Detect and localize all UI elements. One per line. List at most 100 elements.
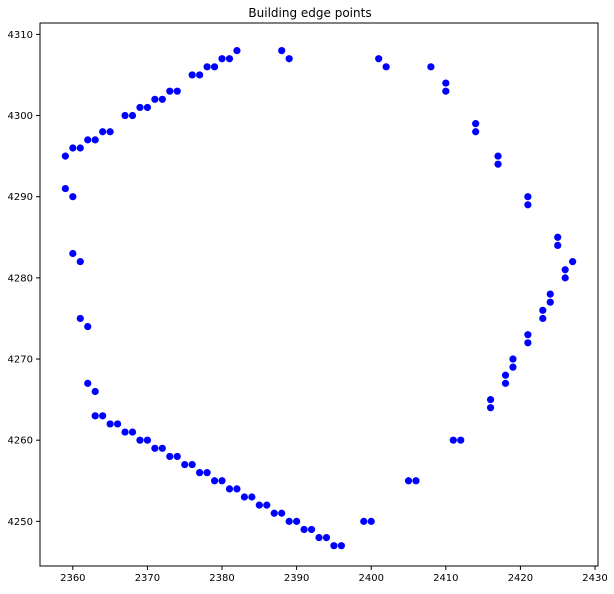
scatter-point [61, 152, 69, 160]
scatter-point [218, 477, 226, 485]
scatter-point [546, 298, 554, 306]
scatter-point [69, 144, 77, 152]
scatter-point [91, 412, 99, 420]
scatter-point [158, 95, 166, 103]
x-axis: 2360 2370 2380 2390 2400 2410 2420 2430 [60, 566, 608, 584]
scatter-point [173, 452, 181, 461]
scatter-point [509, 355, 517, 363]
scatter-point [524, 201, 532, 209]
scatter-point [113, 420, 122, 428]
scatter-point [106, 128, 114, 136]
y-tick-label: 4270 [8, 355, 33, 366]
scatter-point [99, 128, 107, 136]
y-axis: 4250 4260 4270 4280 4290 4300 4310 [8, 30, 40, 528]
scatter-point [84, 322, 92, 331]
scatter-point [240, 493, 249, 501]
scatter-point [524, 339, 532, 347]
scatter-point [225, 485, 234, 493]
scatter-point [106, 420, 114, 428]
scatter-point [285, 55, 293, 63]
y-tick-label: 4250 [8, 517, 33, 528]
scatter-point [307, 525, 316, 534]
scatter-point [233, 485, 241, 493]
scatter-point [69, 249, 77, 258]
x-tick-label: 2390 [284, 573, 309, 584]
scatter-point [524, 193, 532, 201]
scatter-point [337, 542, 345, 550]
x-tick-label: 2400 [358, 573, 383, 584]
scatter-point [270, 509, 278, 517]
scatter-point [99, 412, 107, 420]
scatter-point [233, 46, 241, 55]
scatter-point [300, 525, 308, 534]
scatter-point [360, 517, 368, 525]
scatter-point [210, 477, 219, 485]
scatter-point [561, 266, 569, 274]
scatter-point [442, 79, 450, 87]
scatter-point [367, 517, 375, 525]
scatter-point [84, 136, 92, 144]
chart-title: Building edge points [248, 6, 371, 20]
scatter-point [181, 460, 189, 469]
scatter-point [218, 55, 226, 63]
scatter-point [255, 501, 263, 509]
scatter-point [486, 396, 495, 404]
scatter-point [546, 290, 554, 298]
scatter-point [121, 111, 129, 120]
scatter-point [91, 387, 99, 396]
scatter-point [501, 379, 510, 387]
scatter-point [188, 71, 196, 79]
scatter-point [203, 469, 211, 477]
x-tick-label: 2430 [582, 573, 607, 584]
scatter-point [69, 193, 77, 201]
scatter-point [76, 258, 84, 266]
scatter-point [151, 444, 159, 452]
scatter-point [486, 404, 495, 412]
x-tick-label: 2380 [209, 573, 234, 584]
y-tick-label: 4260 [8, 436, 33, 447]
y-tick-label: 4300 [8, 111, 33, 122]
scatter-point [143, 103, 152, 112]
scatter-point [210, 63, 219, 71]
plot-area [39, 22, 599, 567]
scatter-point [76, 144, 84, 152]
x-tick-label: 2360 [60, 573, 85, 584]
scatter-point [375, 55, 383, 63]
scatter-point [203, 63, 211, 71]
scatter-point [158, 444, 166, 452]
scatter-point [539, 306, 547, 314]
scatter-point [501, 371, 510, 379]
scatter-point [84, 379, 92, 387]
scatter-point [248, 493, 256, 501]
scatter-point [196, 469, 204, 477]
scatter-point [136, 436, 144, 444]
y-tick-label: 4280 [8, 273, 33, 284]
scatter-point [188, 460, 196, 469]
scatter-point [151, 95, 159, 103]
scatter-point [382, 63, 390, 71]
scatter-point [61, 184, 69, 193]
scatter-point [121, 428, 129, 436]
scatter-point [539, 314, 547, 323]
scatter-point [442, 87, 450, 95]
scatter-point [315, 533, 323, 542]
scatter-point [509, 363, 517, 371]
scatter-point [554, 241, 562, 249]
scatter-point [166, 452, 174, 461]
y-tick-label: 4310 [8, 30, 33, 41]
scatter-point [263, 501, 271, 509]
data-points [61, 46, 577, 550]
scatter-point [285, 517, 293, 525]
scatter-point [196, 71, 204, 79]
scatter-point [412, 477, 420, 485]
scatter-point [330, 542, 338, 550]
scatter-point [278, 509, 286, 517]
scatter-point [449, 436, 457, 444]
y-tick-label: 4290 [8, 192, 33, 203]
scatter-point [472, 120, 480, 128]
scatter-point [404, 477, 413, 485]
scatter-point [225, 55, 234, 63]
scatter-point [554, 233, 562, 241]
x-tick-label: 2420 [508, 573, 533, 584]
